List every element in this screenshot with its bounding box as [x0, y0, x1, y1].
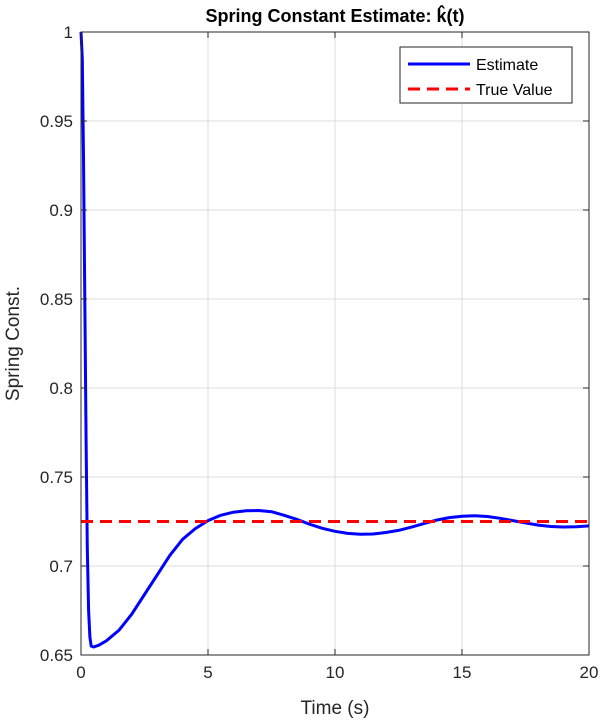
- x-tick-label: 15: [453, 663, 472, 682]
- legend-box: [399, 46, 573, 104]
- y-tick-label: 0.75: [40, 468, 73, 487]
- estimate-line: [79, 31, 590, 649]
- y-tick-label: 0.8: [49, 379, 73, 398]
- x-tick-label: 20: [580, 663, 599, 682]
- y-tick-label: 0.9: [49, 201, 73, 220]
- legend-true-value-label: True Value: [476, 82, 553, 99]
- x-tick-label: 5: [203, 663, 212, 682]
- x-tick-label: 10: [326, 663, 345, 682]
- y-axis-label: Spring Const.: [3, 286, 24, 401]
- grid-lines: [81, 32, 589, 655]
- y-tick-label: 0.65: [40, 646, 73, 665]
- data-series: [79, 31, 590, 649]
- axis-ticks: 0 5 10 15 20 0.65 0.7 0.75 0.8 0.85 0.9 0.95 1: [40, 23, 599, 682]
- y-tick-label: 0.85: [40, 290, 73, 309]
- y-tick-label: 0.7: [49, 557, 73, 576]
- legend: Estimate True Value: [399, 46, 573, 104]
- y-tick-label: 1: [64, 23, 73, 42]
- x-axis-label: Time (s): [301, 698, 370, 719]
- x-tick-label: 0: [76, 663, 85, 682]
- chart-title: Spring Constant Estimate: k̂(t): [205, 5, 464, 26]
- legend-estimate-label: Estimate: [476, 57, 538, 74]
- y-tick-label: 0.95: [40, 112, 73, 131]
